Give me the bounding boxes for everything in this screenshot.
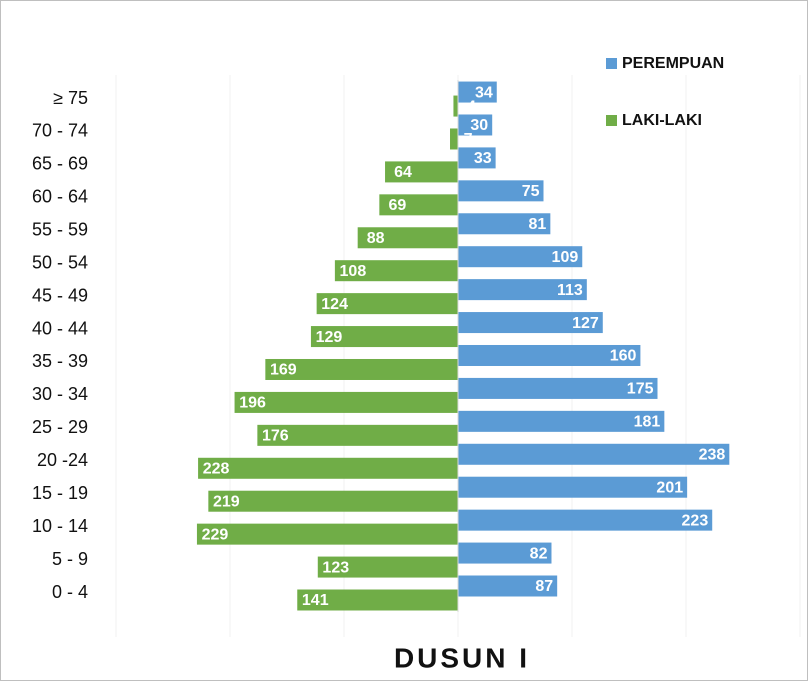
y-tick-label: 35 - 39 — [32, 351, 88, 371]
value-label: 229 — [202, 526, 229, 543]
value-label: 175 — [627, 381, 654, 398]
value-label: 7 — [464, 131, 473, 148]
legend-swatch — [606, 58, 617, 69]
bar — [379, 194, 458, 216]
bar — [334, 260, 458, 282]
value-label: 129 — [316, 329, 343, 346]
value-label: 201 — [656, 479, 683, 496]
value-label: 82 — [530, 545, 548, 562]
value-label: 88 — [367, 230, 385, 247]
bar — [310, 326, 458, 348]
value-label: 181 — [634, 414, 661, 431]
value-label: 108 — [340, 263, 367, 280]
value-label: 169 — [270, 362, 297, 379]
bar — [458, 279, 587, 301]
bar — [198, 457, 458, 479]
value-label: 176 — [262, 428, 289, 445]
y-tick-label: 25 - 29 — [32, 417, 88, 437]
value-label: 160 — [610, 348, 637, 365]
bar — [316, 293, 458, 315]
legend-swatch — [606, 115, 617, 126]
y-tick-label: 70 - 74 — [32, 121, 88, 141]
y-tick-label: 15 - 19 — [32, 483, 88, 503]
y-tick-label: 0 - 4 — [52, 582, 88, 602]
bar — [196, 523, 458, 545]
bar — [458, 542, 552, 564]
legend-label: LAKI-LAKI — [622, 112, 702, 129]
value-label: 127 — [572, 315, 599, 332]
value-label: 141 — [302, 592, 329, 609]
value-label: 64 — [394, 164, 412, 181]
bar — [453, 95, 458, 117]
value-label: 223 — [682, 512, 709, 529]
y-tick-label: 65 - 69 — [32, 154, 88, 174]
bar — [458, 213, 551, 235]
y-tick-label: 40 - 44 — [32, 318, 88, 338]
y-tick-label: 60 - 64 — [32, 187, 88, 207]
bar — [458, 410, 665, 432]
value-label: 33 — [474, 150, 492, 167]
bar — [458, 246, 583, 268]
bar — [297, 589, 458, 611]
bar — [458, 81, 497, 103]
bar — [458, 509, 713, 531]
value-label: 4 — [467, 98, 476, 115]
bar — [458, 147, 496, 169]
bar — [458, 312, 603, 334]
legend-label: PEREMPUAN — [622, 55, 724, 72]
value-label: 238 — [699, 446, 726, 463]
y-tick-label: 20 -24 — [37, 450, 88, 470]
value-label: 113 — [557, 282, 583, 299]
value-label: 69 — [388, 197, 406, 214]
value-label: 75 — [522, 183, 540, 200]
chart-title: DUSUN I — [394, 642, 530, 673]
y-tick-label: 45 - 49 — [32, 285, 88, 305]
y-tick-label: ≥ 75 — [53, 88, 88, 108]
y-tick-label: 30 - 34 — [32, 384, 88, 404]
bar — [357, 227, 458, 249]
bar — [234, 391, 458, 413]
bar — [458, 476, 688, 498]
bar — [458, 114, 493, 136]
bar — [208, 490, 458, 512]
y-tick-label: 5 - 9 — [52, 549, 88, 569]
y-tick-label: 55 - 59 — [32, 220, 88, 240]
value-label: 34 — [475, 84, 493, 101]
bar — [458, 443, 730, 465]
bar — [458, 377, 658, 399]
value-label: 196 — [239, 395, 266, 412]
value-label: 124 — [321, 296, 348, 313]
bar — [450, 128, 458, 150]
value-label: 219 — [213, 493, 240, 510]
bar — [458, 180, 544, 202]
bar — [385, 161, 458, 183]
value-label: 87 — [535, 578, 553, 595]
bar — [458, 344, 641, 366]
value-label: 228 — [203, 460, 230, 477]
bar — [257, 424, 458, 446]
y-tick-label: 50 - 54 — [32, 252, 88, 272]
y-tick-label: 10 - 14 — [32, 516, 88, 536]
bar — [458, 575, 558, 597]
bar — [317, 556, 458, 578]
bar — [265, 358, 458, 380]
value-label: 123 — [322, 559, 349, 576]
value-label: 30 — [470, 117, 488, 134]
value-label: 81 — [529, 216, 547, 233]
value-label: 109 — [552, 249, 579, 266]
